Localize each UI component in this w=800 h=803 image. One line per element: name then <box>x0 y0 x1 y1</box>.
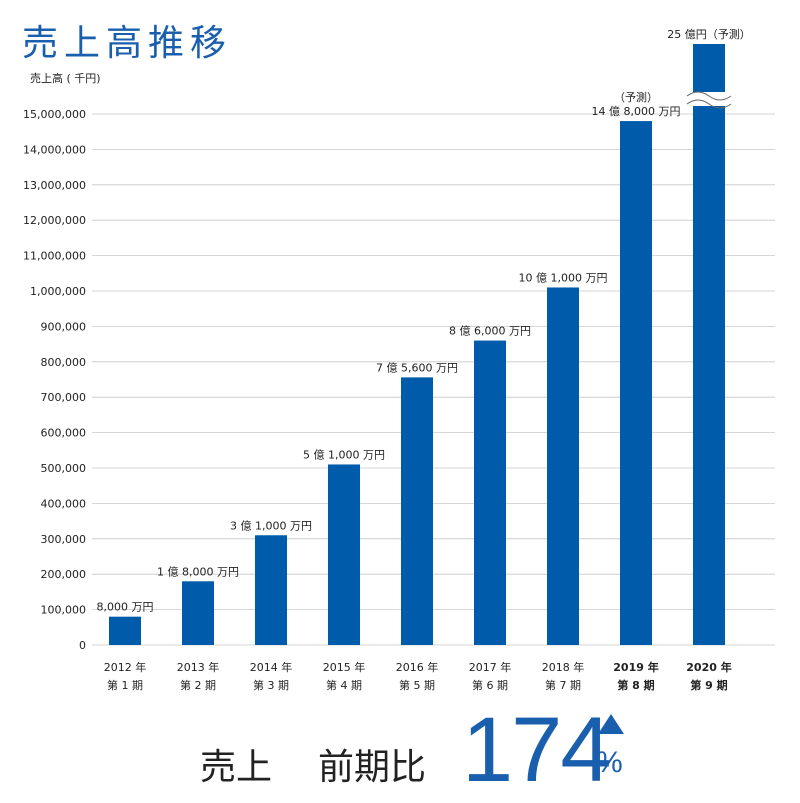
x-tick-period: 第 2 期 <box>180 678 216 692</box>
x-tick-period: 第 3 期 <box>253 678 289 692</box>
percent-unit: % <box>596 746 623 779</box>
axis-break-gap <box>687 92 731 106</box>
y-tick-label: 900,000 <box>41 320 87 333</box>
data-label: （予測） <box>614 90 658 104</box>
y-tick-label: 0 <box>79 639 86 652</box>
bar-chart: 0 100,000 200,000 300,000 400,000 500,000 600,… <box>23 27 775 692</box>
data-label: 1 億 8,000 万円 <box>157 565 239 578</box>
x-tick-period: 第 8 期 <box>617 678 654 692</box>
y-tick-label: 500,000 <box>41 462 87 475</box>
y-tick-label: 400,000 <box>41 497 87 510</box>
data-label: 5 億 1,000 万円 <box>303 448 385 461</box>
y-tick-label: 300,000 <box>41 533 87 546</box>
y-tick-label: 11,000,000 <box>23 250 86 263</box>
x-tick-year: 2016 年 <box>396 660 439 674</box>
y-tick-label: 700,000 <box>41 391 87 404</box>
data-label: 25 億円（予測） <box>667 27 751 41</box>
growth-summary: 売上 前期比 174 % <box>200 699 660 801</box>
y-tick-label: 15,000,000 <box>23 108 86 121</box>
bar <box>693 44 725 645</box>
x-tick-year: 2012 年 <box>104 660 147 674</box>
y-axis-label: 売上高 ( 千円) <box>30 72 101 85</box>
x-tick-period: 第 6 期 <box>472 678 508 692</box>
bar <box>401 377 433 645</box>
x-tick-period: 第 5 期 <box>399 678 435 692</box>
data-label: 3 億 1,000 万円 <box>230 519 312 532</box>
y-tick-label: 800,000 <box>41 356 87 369</box>
data-label: 14 億 8,000 万円 <box>592 105 681 118</box>
data-label: 7 億 5,600 万円 <box>376 361 458 374</box>
y-tick-label: 1,000,000 <box>30 285 86 298</box>
y-tick-label: 13,000,000 <box>23 179 86 192</box>
y-tick-label: 12,000,000 <box>23 214 86 227</box>
bar <box>109 616 141 645</box>
bar <box>182 581 214 645</box>
x-tick-period: 第 9 期 <box>690 678 727 692</box>
y-tick-label: 100,000 <box>41 604 87 617</box>
x-tick-year: 2015 年 <box>323 660 366 674</box>
yoy-label: 前期比 <box>318 747 427 788</box>
axis-break-line <box>686 99 732 109</box>
bar <box>328 464 360 645</box>
x-tick-period: 第 1 期 <box>107 678 143 692</box>
x-tick-year: 2013 年 <box>177 660 220 674</box>
y-tick-label: 600,000 <box>41 427 87 440</box>
sales-label: 売上 <box>200 747 273 788</box>
data-label: 8,000 万円 <box>97 601 154 614</box>
x-tick-year: 2020 年 <box>686 660 731 674</box>
x-tick-year: 2018 年 <box>542 660 585 674</box>
axis-break-line <box>686 91 732 101</box>
data-label: 8 億 6,000 万円 <box>449 325 531 338</box>
x-tick-year: 2014 年 <box>250 660 293 674</box>
growth-value: 174 <box>462 699 611 801</box>
y-tick-label: 200,000 <box>41 568 87 581</box>
bar <box>547 287 579 645</box>
up-triangle-icon <box>598 714 624 734</box>
x-tick-year: 2017 年 <box>469 660 512 674</box>
x-tick-year: 2019 年 <box>613 660 658 674</box>
bar <box>474 340 506 645</box>
x-tick-period: 第 7 期 <box>545 678 581 692</box>
bar <box>255 535 287 645</box>
chart-title: 売上高推移 <box>22 23 233 64</box>
bar <box>620 121 652 645</box>
y-tick-label: 14,000,000 <box>23 143 86 156</box>
data-label: 10 億 1,000 万円 <box>519 271 608 284</box>
x-tick-period: 第 4 期 <box>326 678 362 692</box>
